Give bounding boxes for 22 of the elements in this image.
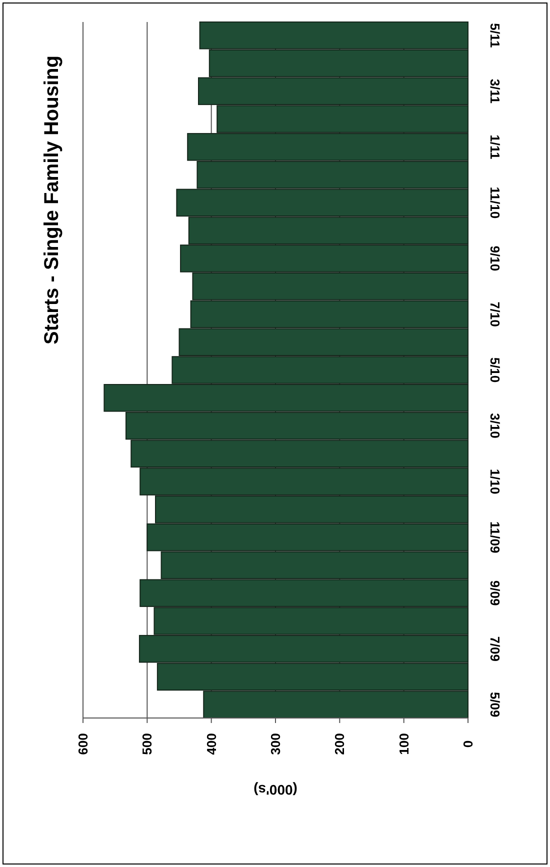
x-tick-label: 600: [76, 733, 90, 755]
y-tick-label: 7/10: [488, 302, 502, 327]
y-tick-label: 1/10: [488, 468, 502, 494]
y-tick-label: 9/10: [488, 246, 502, 272]
y-tick-label: 1/11: [488, 134, 502, 160]
x-tick-label: 100: [396, 733, 412, 755]
y-tick-label: 11/10: [488, 186, 502, 219]
y-tick-label: 9/09: [488, 580, 502, 606]
x-tick-label: 400: [204, 733, 219, 755]
x-tick-label: 200: [332, 733, 348, 755]
y-tick-label: 11/09: [488, 521, 502, 554]
x-axis-title: (000's): [254, 782, 298, 798]
y-tick-label: 5/09: [488, 692, 502, 718]
y-tick-label: 5/10: [488, 357, 502, 383]
y-tick-label: 7/09: [488, 636, 502, 662]
text: Starts - Single Family Housing: [41, 56, 63, 344]
y-tick-label: 3/11: [488, 78, 502, 104]
x-tick-label: 0: [460, 740, 476, 748]
y-tick-label: 3/10: [488, 413, 502, 438]
x-tick-label: 500: [140, 733, 155, 755]
y-tick-label: 5/11: [488, 23, 502, 48]
x-tick-label: 300: [268, 733, 283, 755]
